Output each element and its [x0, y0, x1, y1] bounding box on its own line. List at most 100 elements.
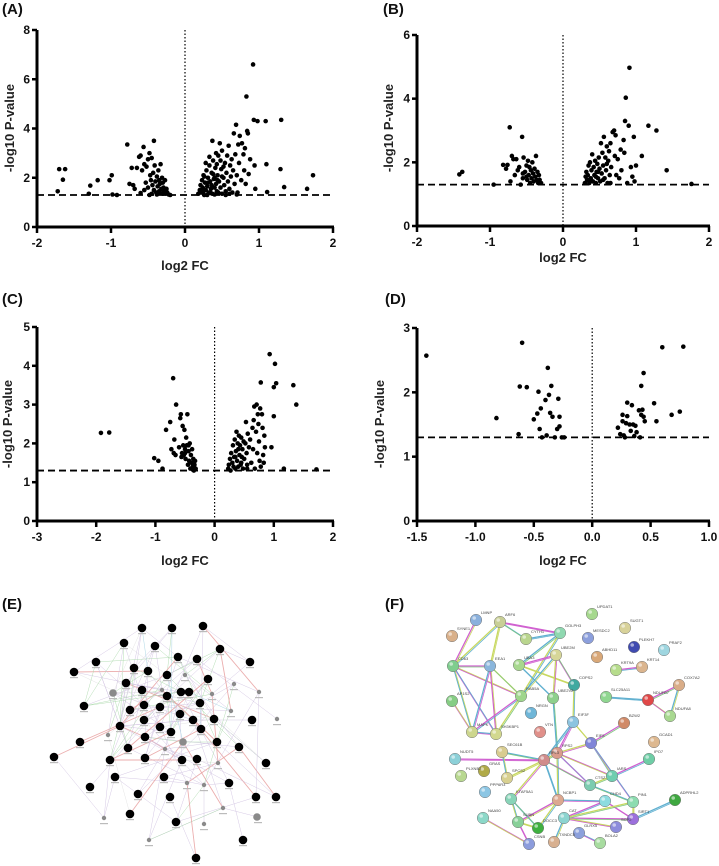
network-edge	[219, 648, 251, 663]
data-point	[218, 185, 223, 190]
network-edge	[148, 759, 183, 841]
data-point	[593, 180, 599, 186]
network-edge	[591, 723, 626, 745]
data-point	[256, 439, 262, 444]
protein-label: NAA50	[488, 808, 501, 813]
data-point	[234, 172, 240, 178]
protein-label: EEA1	[495, 656, 506, 661]
data-point	[557, 424, 562, 429]
data-point	[193, 466, 198, 471]
node-highlight	[536, 728, 540, 732]
protein-label: SIRT1	[638, 809, 650, 814]
y-axis-title: -log10 P-value	[372, 380, 387, 468]
network-node-query	[184, 687, 194, 697]
data-point	[252, 466, 258, 471]
network-node-label	[196, 708, 204, 710]
y-tick-label: 0	[23, 220, 30, 234]
protein-label: ADPRHL2	[680, 790, 699, 795]
network-node-predicted	[184, 780, 190, 786]
network-edge	[175, 784, 205, 823]
data-point	[240, 446, 245, 452]
network-node-label	[144, 676, 152, 678]
network-node: MAPK	[465, 722, 489, 739]
network-node: SLC25A11	[599, 687, 631, 704]
data-point	[459, 169, 465, 175]
protein-label: DOCC3	[543, 818, 558, 823]
network-edge	[166, 648, 221, 676]
data-point	[632, 179, 637, 184]
network-node-query	[133, 789, 143, 799]
data-point	[151, 455, 157, 461]
data-point	[272, 361, 278, 367]
network-node-label	[176, 719, 184, 721]
data-point	[654, 418, 659, 424]
data-point	[250, 62, 256, 67]
network-edge	[518, 664, 575, 686]
network-node-label	[120, 648, 128, 650]
network-edge	[506, 759, 545, 779]
network-edge	[454, 758, 545, 761]
network-edge	[119, 725, 172, 733]
network-edge	[255, 691, 260, 798]
x-tick-label: 0	[182, 236, 189, 250]
protein-label: PIN1	[638, 792, 648, 797]
network-edge	[179, 713, 215, 720]
data-point	[557, 414, 562, 420]
data-point	[129, 165, 135, 171]
network-node-label	[50, 762, 58, 764]
network-node-query	[119, 638, 129, 648]
network-edge	[109, 674, 168, 761]
protein-node	[446, 659, 460, 673]
data-point	[55, 188, 61, 194]
network-node-query	[261, 758, 271, 768]
data-point	[543, 397, 548, 403]
data-point	[241, 456, 247, 462]
data-point	[524, 174, 529, 179]
data-point	[98, 430, 104, 436]
network-edge	[556, 752, 559, 801]
data-point	[535, 411, 540, 416]
protein-node	[609, 820, 623, 834]
data-point	[182, 427, 187, 433]
x-axis-title: log2 FC	[161, 553, 209, 568]
network-node-label	[140, 725, 148, 727]
network-node: MESDC2	[581, 628, 610, 645]
network-edge	[216, 741, 277, 798]
network-edge	[129, 741, 184, 815]
network-edge	[144, 678, 209, 759]
data-point	[244, 450, 249, 456]
data-point	[145, 156, 151, 162]
network-node-query	[137, 623, 147, 633]
data-point	[234, 429, 239, 435]
network-edge	[119, 656, 179, 727]
data-point	[178, 412, 184, 417]
data-point	[314, 467, 319, 472]
data-point	[237, 133, 243, 139]
network-node-label	[76, 747, 84, 749]
network-node-query	[195, 698, 205, 708]
network-node-label	[124, 753, 132, 755]
data-point	[234, 192, 240, 197]
protein-node	[672, 678, 686, 692]
y-tick-label: 1	[23, 475, 30, 489]
network-edge	[557, 753, 614, 778]
data-point	[251, 417, 256, 423]
protein-node	[617, 716, 631, 730]
network-edge	[211, 661, 251, 695]
data-point	[624, 400, 630, 405]
network-node-query	[69, 667, 79, 677]
protein-label: IPO7	[654, 749, 664, 754]
y-tick-label: 4	[23, 122, 30, 136]
network-node: NDUFB7	[641, 690, 670, 707]
protein-node	[531, 821, 545, 835]
protein-label: SLC25A11	[611, 687, 631, 692]
protein-label: NDUFB7	[653, 690, 670, 695]
data-point	[153, 179, 158, 184]
network-edge	[572, 684, 575, 723]
node-highlight	[593, 653, 597, 657]
data-point	[124, 142, 130, 147]
network-node: ADPRHL2	[668, 790, 699, 807]
network-node: CAT	[557, 808, 577, 825]
x-tick-label: -2	[91, 530, 102, 544]
